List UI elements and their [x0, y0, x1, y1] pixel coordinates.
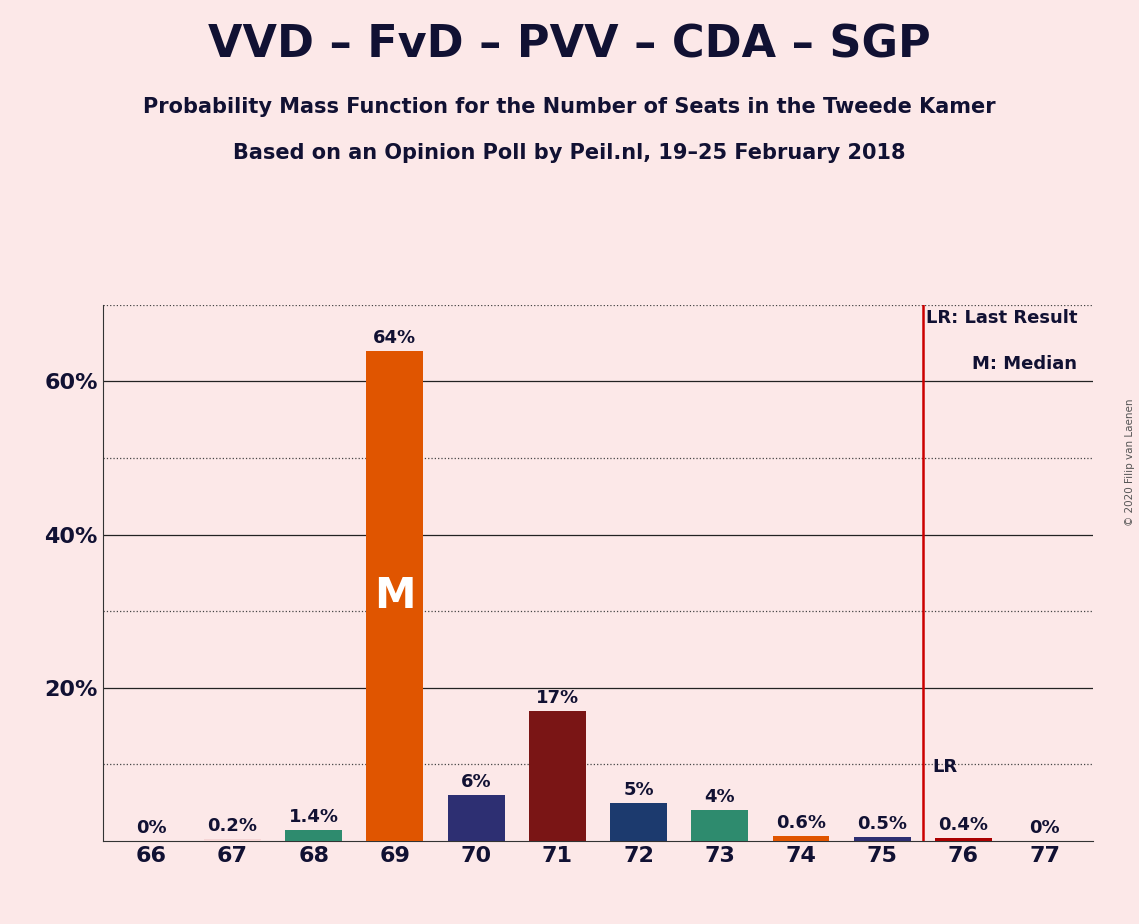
Bar [367, 351, 424, 841]
Bar [204, 839, 261, 841]
Text: 17%: 17% [535, 689, 579, 707]
Text: VVD – FvD – PVV – CDA – SGP: VVD – FvD – PVV – CDA – SGP [208, 23, 931, 67]
Text: © 2020 Filip van Laenen: © 2020 Filip van Laenen [1125, 398, 1134, 526]
Text: 0%: 0% [1030, 819, 1060, 837]
Text: 0.2%: 0.2% [207, 818, 257, 835]
Text: M: M [375, 575, 416, 617]
Text: 0.4%: 0.4% [939, 816, 989, 834]
Text: 0.6%: 0.6% [776, 814, 826, 833]
Text: 0.5%: 0.5% [858, 815, 908, 833]
Text: 5%: 5% [623, 781, 654, 798]
Bar [285, 830, 342, 841]
Bar [691, 810, 748, 841]
Text: Based on an Opinion Poll by Peil.nl, 19–25 February 2018: Based on an Opinion Poll by Peil.nl, 19–… [233, 143, 906, 164]
Text: 0%: 0% [136, 819, 166, 837]
Text: LR: Last Result: LR: Last Result [926, 309, 1077, 327]
Text: Probability Mass Function for the Number of Seats in the Tweede Kamer: Probability Mass Function for the Number… [144, 97, 995, 117]
Bar [854, 837, 911, 841]
Text: LR: LR [933, 758, 958, 775]
Text: 4%: 4% [705, 788, 735, 807]
Text: 1.4%: 1.4% [288, 808, 338, 826]
Bar [448, 795, 505, 841]
Text: M: Median: M: Median [973, 355, 1077, 372]
Bar [772, 836, 829, 841]
Bar [611, 803, 667, 841]
Bar [935, 838, 992, 841]
Bar [528, 711, 585, 841]
Text: 6%: 6% [461, 773, 491, 791]
Text: 64%: 64% [374, 329, 417, 347]
